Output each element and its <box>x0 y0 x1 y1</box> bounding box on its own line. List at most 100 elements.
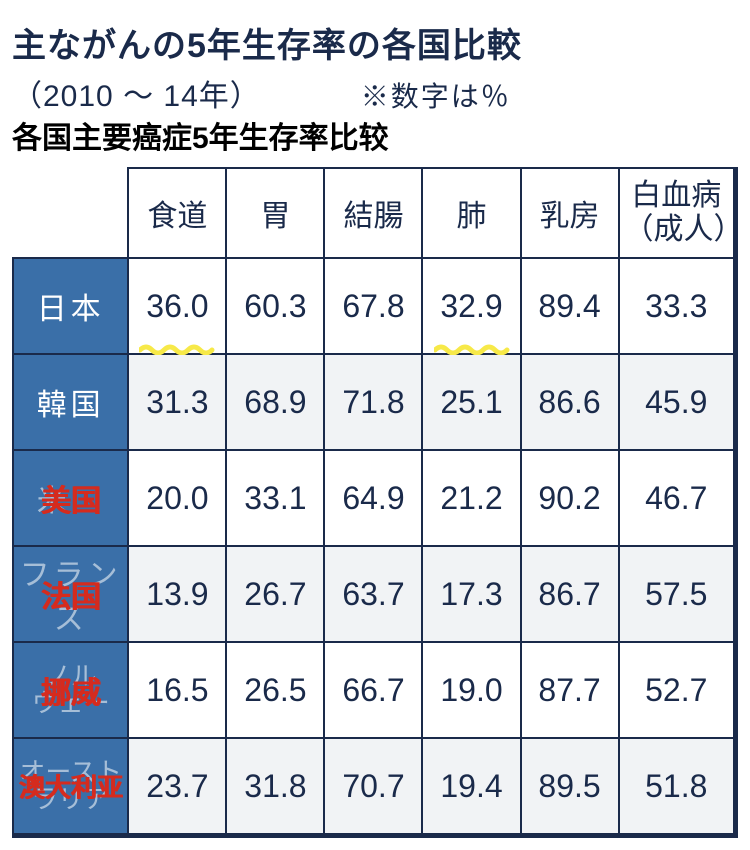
cn-subtitle: 各国主要癌症5年生存率比较 <box>12 113 738 157</box>
table-wrap: 食道胃結腸肺乳房白血病（成人） 日本 36.0 60.3 67.8 32.9 89.4 33… <box>12 167 738 838</box>
data-cell: 46.7 <box>619 450 734 546</box>
highlight-squiggle <box>139 327 215 339</box>
cell-value: 32.9 <box>440 288 502 324</box>
cell-value: 45.9 <box>645 384 707 420</box>
cell-value: 13.9 <box>146 576 208 612</box>
header-row: 食道胃結腸肺乳房白血病（成人） <box>13 168 734 258</box>
cell-value: 51.8 <box>645 768 707 804</box>
data-cell: 52.7 <box>619 642 734 738</box>
row-header: 日本 <box>13 258 128 354</box>
cell-value: 20.0 <box>146 480 208 516</box>
row-header: 米国美国 <box>13 450 128 546</box>
unit-note: ※数字は％ <box>361 75 511 115</box>
table-row: 米国美国 20.0 33.1 64.9 21.2 90.2 46.7 <box>13 450 734 546</box>
data-cell: 26.7 <box>226 546 324 642</box>
data-cell: 32.9 <box>422 258 520 354</box>
data-cell: 31.3 <box>128 354 226 450</box>
highlight-squiggle <box>434 327 510 339</box>
data-cell: 86.7 <box>521 546 619 642</box>
cell-value: 25.1 <box>440 384 502 420</box>
table-row: 韓国 31.3 68.9 71.8 25.1 86.6 45.9 <box>13 354 734 450</box>
cell-value: 46.7 <box>645 480 707 516</box>
cell-value: 87.7 <box>538 672 600 708</box>
cell-value: 52.7 <box>645 672 707 708</box>
data-cell: 25.1 <box>422 354 520 450</box>
cell-value: 31.3 <box>146 384 208 420</box>
data-cell: 63.7 <box>324 546 422 642</box>
col-header: 乳房 <box>521 168 619 258</box>
cell-value: 66.7 <box>342 672 404 708</box>
cell-value: 89.4 <box>538 288 600 324</box>
data-cell: 57.5 <box>619 546 734 642</box>
col-header: 肺 <box>422 168 520 258</box>
table-row: オーストラリア澳大利亚 23.7 31.8 70.7 19.4 89.5 51.8 <box>13 738 734 834</box>
data-cell: 20.0 <box>128 450 226 546</box>
col-header: 白血病（成人） <box>619 168 734 258</box>
data-cell: 26.5 <box>226 642 324 738</box>
cell-value: 31.8 <box>244 768 306 804</box>
cell-value: 63.7 <box>342 576 404 612</box>
data-cell: 86.6 <box>521 354 619 450</box>
row-header: ノルウェー挪威 <box>13 642 128 738</box>
corner-cell <box>13 168 128 258</box>
cell-value: 17.3 <box>440 576 502 612</box>
data-cell: 64.9 <box>324 450 422 546</box>
col-header: 結腸 <box>324 168 422 258</box>
row-label-cn-overlay: 美国 <box>41 476 101 520</box>
cell-value: 36.0 <box>146 288 208 324</box>
cell-value: 68.9 <box>244 384 306 420</box>
cell-value: 16.5 <box>146 672 208 708</box>
col-header: 食道 <box>128 168 226 258</box>
cell-value: 23.7 <box>146 768 208 804</box>
year-range: （2010 ～ 14年） <box>12 71 261 115</box>
data-cell: 23.7 <box>128 738 226 834</box>
cell-value: 19.0 <box>440 672 502 708</box>
data-cell: 87.7 <box>521 642 619 738</box>
data-cell: 70.7 <box>324 738 422 834</box>
row-header: オーストラリア澳大利亚 <box>13 738 128 834</box>
table-row: 日本 36.0 60.3 67.8 32.9 89.4 33.3 <box>13 258 734 354</box>
data-cell: 13.9 <box>128 546 226 642</box>
data-cell: 21.2 <box>422 450 520 546</box>
row-label-cn-overlay: 澳大利亚 <box>19 768 123 805</box>
cell-value: 64.9 <box>342 480 404 516</box>
figure-container: 主ながんの5年生存率の各国比較 （2010 ～ 14年） ※数字は％ 各国主要癌… <box>0 0 750 850</box>
table-row: ノルウェー挪威 16.5 26.5 66.7 19.0 87.7 52.7 <box>13 642 734 738</box>
data-cell: 60.3 <box>226 258 324 354</box>
cell-value: 70.7 <box>342 768 404 804</box>
data-cell: 33.1 <box>226 450 324 546</box>
cell-value: 60.3 <box>244 288 306 324</box>
data-cell: 19.4 <box>422 738 520 834</box>
data-cell: 31.8 <box>226 738 324 834</box>
data-cell: 67.8 <box>324 258 422 354</box>
cell-value: 57.5 <box>645 576 707 612</box>
title-block: 主ながんの5年生存率の各国比較 （2010 ～ 14年） ※数字は％ 各国主要癌… <box>12 18 738 157</box>
row-label-jp: 韓国 <box>14 380 127 424</box>
survival-table: 食道胃結腸肺乳房白血病（成人） 日本 36.0 60.3 67.8 32.9 89.4 33… <box>12 167 735 835</box>
data-cell: 66.7 <box>324 642 422 738</box>
row-header: 韓国 <box>13 354 128 450</box>
cell-value: 26.5 <box>244 672 306 708</box>
cell-value: 90.2 <box>538 480 600 516</box>
data-cell: 19.0 <box>422 642 520 738</box>
row-header: フランス法国 <box>13 546 128 642</box>
cell-value: 89.5 <box>538 768 600 804</box>
table-row: フランス法国 13.9 26.7 63.7 17.3 86.7 57.5 <box>13 546 734 642</box>
row-label-jp: 日本 <box>14 284 127 328</box>
data-cell: 17.3 <box>422 546 520 642</box>
data-cell: 16.5 <box>128 642 226 738</box>
data-cell: 71.8 <box>324 354 422 450</box>
table-body: 日本 36.0 60.3 67.8 32.9 89.4 33.3 韓国 31.3 68.9 71.8… <box>13 258 734 834</box>
cell-value: 26.7 <box>244 576 306 612</box>
data-cell: 45.9 <box>619 354 734 450</box>
data-cell: 68.9 <box>226 354 324 450</box>
cell-value: 33.1 <box>244 480 306 516</box>
cell-value: 67.8 <box>342 288 404 324</box>
data-cell: 89.4 <box>521 258 619 354</box>
cell-value: 33.3 <box>645 288 707 324</box>
cell-value: 19.4 <box>440 768 502 804</box>
data-cell: 51.8 <box>619 738 734 834</box>
col-header: 胃 <box>226 168 324 258</box>
cell-value: 71.8 <box>342 384 404 420</box>
cell-value: 86.7 <box>538 576 600 612</box>
